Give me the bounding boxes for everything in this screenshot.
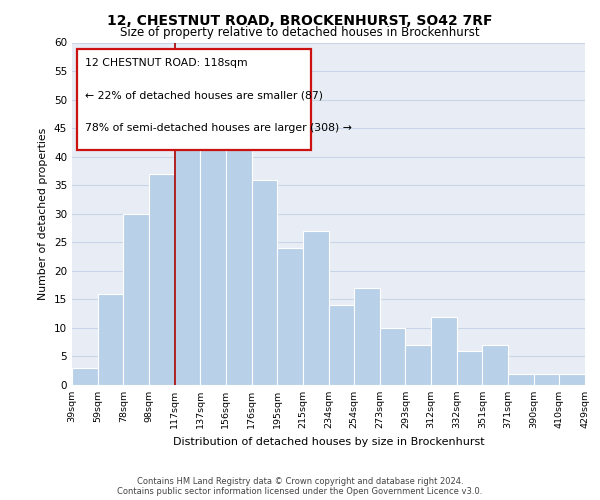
Bar [251,180,277,385]
Bar [277,248,303,385]
Bar [98,294,124,385]
Bar [124,214,149,385]
Text: 12 CHESTNUT ROAD: 118sqm: 12 CHESTNUT ROAD: 118sqm [85,58,247,68]
Text: Contains HM Land Registry data © Crown copyright and database right 2024.
Contai: Contains HM Land Registry data © Crown c… [118,476,482,496]
Text: ← 22% of detached houses are smaller (87): ← 22% of detached houses are smaller (87… [85,90,323,101]
Text: Size of property relative to detached houses in Brockenhurst: Size of property relative to detached ho… [120,26,480,39]
Bar [72,368,98,385]
Bar [482,345,508,385]
Bar [354,288,380,385]
Bar [175,100,200,385]
Text: 78% of semi-detached houses are larger (308) →: 78% of semi-detached houses are larger (… [85,123,352,133]
X-axis label: Distribution of detached houses by size in Brockenhurst: Distribution of detached houses by size … [173,436,484,446]
Bar [226,111,251,385]
Bar [380,328,406,385]
Bar [457,351,482,385]
Text: 12, CHESTNUT ROAD, BROCKENHURST, SO42 7RF: 12, CHESTNUT ROAD, BROCKENHURST, SO42 7R… [107,14,493,28]
Bar [431,316,457,385]
Y-axis label: Number of detached properties: Number of detached properties [38,128,49,300]
FancyBboxPatch shape [77,50,311,150]
Bar [200,111,226,385]
Bar [329,305,354,385]
Bar [149,174,175,385]
Bar [508,374,534,385]
Bar [534,374,559,385]
Bar [559,374,585,385]
Bar [303,231,329,385]
Bar [406,345,431,385]
